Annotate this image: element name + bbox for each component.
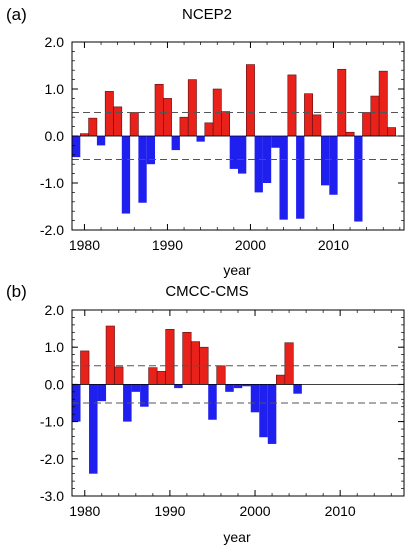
bar-1985 xyxy=(121,136,131,214)
x-tick-label: 1980 xyxy=(69,237,100,253)
y-tick-label: -2.0 xyxy=(40,451,64,467)
panel-label: (b) xyxy=(6,282,27,301)
x-tick-label: 2000 xyxy=(239,503,270,519)
bar-1990 xyxy=(165,329,175,385)
bar-1981 xyxy=(89,384,98,474)
x-axis-title: year xyxy=(223,529,251,545)
bar-1992 xyxy=(182,332,192,385)
bar-1980 xyxy=(80,350,90,385)
bar-1992 xyxy=(179,116,189,137)
bar-1988 xyxy=(148,367,158,385)
bar-2016 xyxy=(378,70,388,137)
y-tick-label: 0.0 xyxy=(45,376,65,392)
bar-1982 xyxy=(97,384,107,402)
bars xyxy=(72,325,302,474)
chart-title: NCEP2 xyxy=(182,6,232,23)
bar-2017 xyxy=(387,127,396,137)
y-tick-label: 2.0 xyxy=(45,34,65,50)
bar-1983 xyxy=(104,91,114,137)
bar-1993 xyxy=(190,341,200,385)
bar-1984 xyxy=(113,106,123,137)
bar-2009 xyxy=(321,136,330,186)
bar-2004 xyxy=(279,136,288,220)
bar-1986 xyxy=(129,112,139,137)
y-tick-label: 1.0 xyxy=(45,81,65,97)
x-tick-label: 2010 xyxy=(325,503,356,519)
bar-2000 xyxy=(250,384,260,413)
bar-2008 xyxy=(312,114,322,137)
bar-2002 xyxy=(267,384,277,444)
x-tick-label: 2010 xyxy=(318,237,349,253)
bar-2001 xyxy=(259,384,268,438)
x-axis-title: year xyxy=(223,262,251,278)
bar-2000 xyxy=(246,64,255,137)
x-tick-label: 1980 xyxy=(69,503,100,519)
bars xyxy=(72,64,396,222)
panel-label: (a) xyxy=(6,5,27,24)
bar-1979 xyxy=(72,136,81,158)
y-tick-label: -1.0 xyxy=(40,175,64,191)
bar-1997 xyxy=(225,384,234,392)
bar-1996 xyxy=(216,365,226,385)
panel-b: (b) CMCC-CMS 2.0 1.0 0.0 -1.0 -2.0 -3.0 1980 1990… xyxy=(6,282,405,545)
bar-2012 xyxy=(345,131,355,137)
bar-1998 xyxy=(233,384,243,389)
bar-2010 xyxy=(329,136,338,195)
y-tick-label: -2.0 xyxy=(40,222,64,238)
bar-1991 xyxy=(174,384,183,389)
bar-1989 xyxy=(154,84,164,137)
bar-1981 xyxy=(88,117,98,137)
x-tick-label: 1990 xyxy=(154,503,185,519)
bar-2002 xyxy=(262,136,272,183)
chart-title: CMCC-CMS xyxy=(165,283,248,300)
bar-2007 xyxy=(304,93,313,137)
bar-2005 xyxy=(287,74,297,137)
bar-1995 xyxy=(204,122,214,137)
bar-2014 xyxy=(362,112,372,137)
bar-1991 xyxy=(171,136,180,151)
bar-1983 xyxy=(105,325,115,385)
bar-1988 xyxy=(146,136,155,165)
bar-1998 xyxy=(229,136,238,169)
bar-1993 xyxy=(187,79,197,137)
bar-2015 xyxy=(370,95,380,137)
bar-1987 xyxy=(138,136,147,203)
bar-2013 xyxy=(354,136,363,222)
bar-2001 xyxy=(254,136,263,193)
bar-2005 xyxy=(293,384,302,394)
bar-1982 xyxy=(96,136,106,146)
bar-1997 xyxy=(221,111,230,137)
bar-1986 xyxy=(131,384,141,392)
bar-1995 xyxy=(208,384,217,420)
bar-1987 xyxy=(140,384,149,407)
bar-2003 xyxy=(276,374,286,385)
bar-1999 xyxy=(242,384,251,387)
x-tick-label: 2000 xyxy=(235,237,266,253)
x-tick-label: 1990 xyxy=(152,237,183,253)
y-tick-label: 0.0 xyxy=(45,128,65,144)
bar-2011 xyxy=(337,68,347,137)
panel-a: (a) NCEP2 2.0 1.0 0.0 -1.0 -2.0 1980 1990 2000 201… xyxy=(6,5,405,278)
y-tick-label: 2.0 xyxy=(45,302,65,318)
y-tick-label: 1.0 xyxy=(45,339,65,355)
bar-2003 xyxy=(271,136,280,148)
y-tick-label: -1.0 xyxy=(40,414,64,430)
bar-2006 xyxy=(296,136,305,219)
bar-1999 xyxy=(238,136,247,174)
bar-1989 xyxy=(156,371,166,385)
bar-2004 xyxy=(284,342,294,385)
y-tick-label: -3.0 xyxy=(40,488,64,504)
bar-1994 xyxy=(196,136,205,142)
bar-1984 xyxy=(114,366,124,385)
bar-1990 xyxy=(163,98,172,137)
